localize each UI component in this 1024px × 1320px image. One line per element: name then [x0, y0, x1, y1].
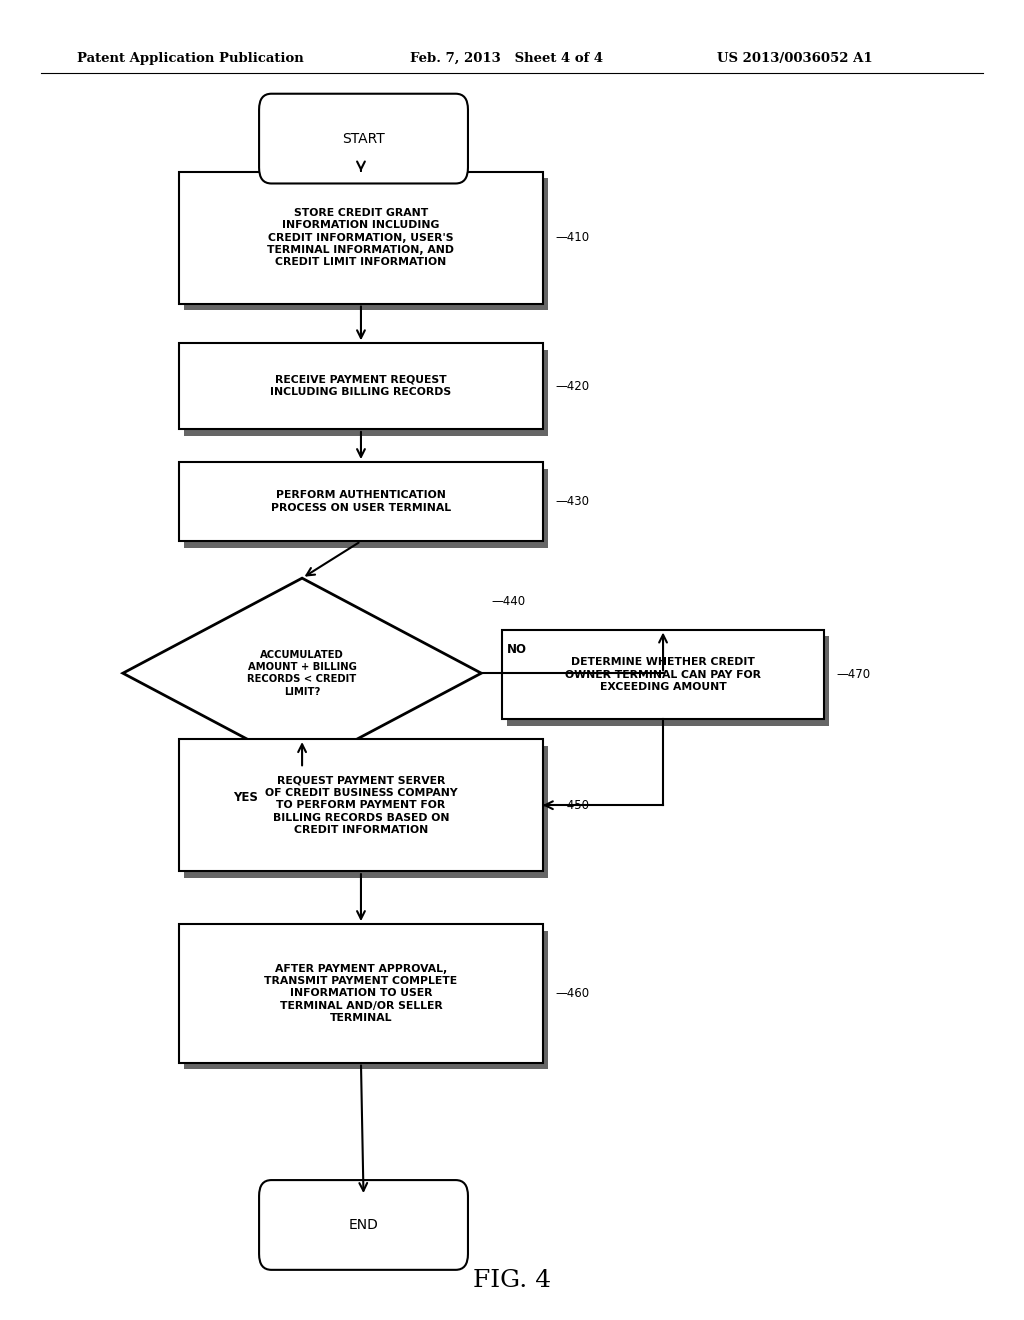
- Bar: [184, 931, 548, 1069]
- Polygon shape: [123, 578, 481, 768]
- Bar: [184, 350, 548, 436]
- Text: US 2013/0036052 A1: US 2013/0036052 A1: [717, 51, 872, 65]
- Text: PERFORM AUTHENTICATION
PROCESS ON USER TERMINAL: PERFORM AUTHENTICATION PROCESS ON USER T…: [271, 491, 451, 512]
- Bar: [179, 924, 543, 1063]
- Bar: [184, 178, 548, 310]
- Bar: [179, 343, 543, 429]
- Text: Feb. 7, 2013   Sheet 4 of 4: Feb. 7, 2013 Sheet 4 of 4: [410, 51, 603, 65]
- Text: DETERMINE WHETHER CREDIT
OWNER TERMINAL CAN PAY FOR
EXCEEDING AMOUNT: DETERMINE WHETHER CREDIT OWNER TERMINAL …: [565, 657, 761, 692]
- Text: —420: —420: [555, 380, 589, 392]
- Bar: [179, 462, 543, 541]
- Text: YES: YES: [233, 791, 258, 804]
- Bar: [184, 746, 548, 878]
- Text: —440: —440: [492, 595, 525, 609]
- Text: NO: NO: [507, 643, 527, 656]
- Bar: [507, 636, 829, 726]
- Text: —430: —430: [555, 495, 589, 508]
- Text: REQUEST PAYMENT SERVER
OF CREDIT BUSINESS COMPANY
TO PERFORM PAYMENT FOR
BILLING: REQUEST PAYMENT SERVER OF CREDIT BUSINES…: [264, 775, 458, 836]
- Text: —410: —410: [555, 231, 589, 244]
- FancyBboxPatch shape: [259, 94, 468, 183]
- FancyBboxPatch shape: [259, 1180, 468, 1270]
- Text: —470: —470: [837, 668, 870, 681]
- Text: START: START: [342, 132, 385, 145]
- Text: STORE CREDIT GRANT
INFORMATION INCLUDING
CREDIT INFORMATION, USER'S
TERMINAL INF: STORE CREDIT GRANT INFORMATION INCLUDING…: [267, 207, 455, 268]
- Text: END: END: [348, 1218, 379, 1232]
- Text: ACCUMULATED
AMOUNT + BILLING
RECORDS < CREDIT
LIMIT?: ACCUMULATED AMOUNT + BILLING RECORDS < C…: [248, 649, 356, 697]
- Bar: [179, 172, 543, 304]
- Text: RECEIVE PAYMENT REQUEST
INCLUDING BILLING RECORDS: RECEIVE PAYMENT REQUEST INCLUDING BILLIN…: [270, 375, 452, 397]
- Text: Patent Application Publication: Patent Application Publication: [77, 51, 303, 65]
- Text: —460: —460: [555, 987, 589, 999]
- Text: FIG. 4: FIG. 4: [473, 1269, 551, 1292]
- Bar: [184, 469, 548, 548]
- Bar: [179, 739, 543, 871]
- Bar: [502, 630, 824, 719]
- Text: AFTER PAYMENT APPROVAL,
TRANSMIT PAYMENT COMPLETE
INFORMATION TO USER
TERMINAL A: AFTER PAYMENT APPROVAL, TRANSMIT PAYMENT…: [264, 964, 458, 1023]
- Text: —450: —450: [555, 799, 589, 812]
